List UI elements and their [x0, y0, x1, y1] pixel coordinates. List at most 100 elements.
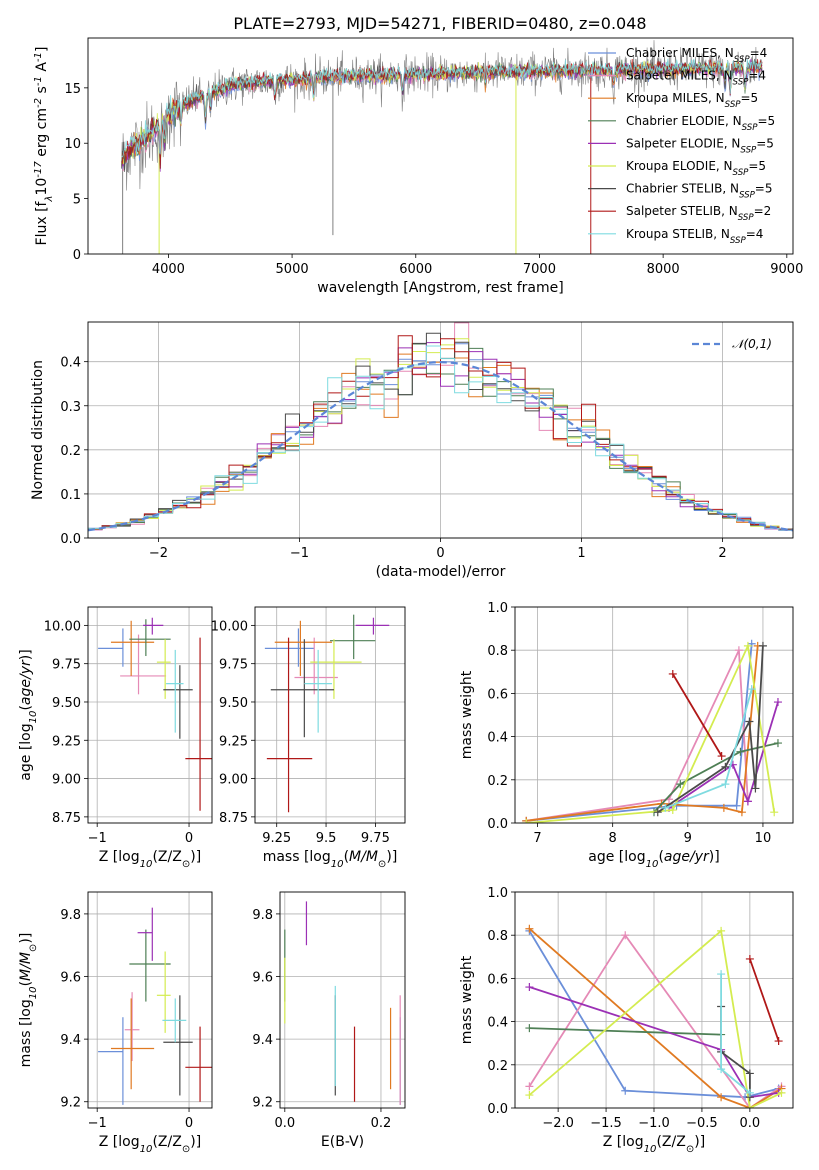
- y-tick-label: 0.3: [60, 400, 81, 415]
- axes-frame: [254, 606, 406, 824]
- errorbar-salpeter-stelib: [185, 637, 212, 811]
- weight-marker-kroupa-stelib: [747, 685, 756, 694]
- weight-line-kroupa-miles: [528, 928, 782, 1108]
- weight-line-salpeter-elodie: [529, 986, 779, 1099]
- x-tick-label: 10: [755, 831, 772, 846]
- weight-marker-kroupa-elodie: [777, 1088, 786, 1097]
- grid-lines: [88, 892, 212, 1108]
- y-axis-label: mass [log10(M/M⊙)]: [18, 933, 39, 1068]
- x-tick-label: 8: [609, 831, 617, 846]
- weight-marker-chabrier-stelib: [721, 762, 730, 771]
- weight-line-chabrier-elodie: [529, 1027, 722, 1036]
- x-tick-label: 2: [718, 546, 726, 561]
- y-tick-label: 9.00: [52, 773, 81, 788]
- y-tick-label: 9.6: [252, 971, 273, 986]
- y-tick-label: 0.0: [487, 817, 508, 832]
- y-tick-label: 0.0: [60, 532, 81, 547]
- x-axis-label: (data-model)/error: [376, 564, 506, 580]
- errorbar-salpeter-miles: [294, 637, 338, 695]
- errorbar-kroupa-miles: [110, 620, 155, 676]
- ticks: [84, 361, 723, 542]
- errorbar-salpeter-stelib: [266, 637, 313, 813]
- axes-frame: [87, 37, 794, 255]
- y-tick-label: 9.4: [60, 1033, 81, 1048]
- errorbar-kroupa-elodie: [156, 639, 171, 699]
- y-axis-label: mass weight: [459, 955, 475, 1044]
- weight-marker-chabrier-stelib: [758, 641, 767, 650]
- errorbar-salpeter-miles: [124, 992, 140, 1062]
- x-tick-label: 5000: [276, 262, 309, 277]
- y-tick-label: 15: [64, 82, 81, 97]
- weight-marker-chabrier-stelib: [745, 717, 754, 726]
- axes-age_vs_Z: −1 0 8.75 9.00 9.25 9.50 9.75 10.00 Z [log10(Z/Z…: [18, 606, 213, 870]
- weight-line-salpeter-stelib: [749, 958, 780, 1042]
- weight-marker-kroupa-stelib: [717, 970, 726, 979]
- histogram-kroupa-stelib: [88, 345, 793, 538]
- weight-marker-chabrier-stelib: [745, 1069, 754, 1078]
- x-tick-label: −2: [149, 546, 168, 561]
- y-tick-label: 9.75: [219, 658, 248, 673]
- axes-frame: [514, 891, 794, 1109]
- errorbar-kroupa-elodie: [310, 639, 362, 699]
- weight-marker-salpeter-elodie: [773, 698, 782, 707]
- weight-marker-kroupa-stelib: [717, 1065, 726, 1074]
- x-axis-label: mass [log10(M/M⊙)]: [263, 849, 398, 870]
- x-tick-label: 7: [533, 831, 541, 846]
- plot-area: [525, 924, 786, 1108]
- axes-frame: [514, 606, 794, 824]
- legend-label-chabrier-elodie: Chabrier ELODIE, NSSP=5: [626, 114, 775, 133]
- y-tick-label: 0.2: [487, 774, 508, 789]
- x-tick-label: 0: [436, 546, 444, 561]
- ticks: [84, 913, 190, 1112]
- x-tick-label: 0.2: [371, 1116, 392, 1131]
- errorbar-kroupa-miles: [274, 620, 332, 676]
- errorbar-kroupa-miles: [110, 998, 155, 1090]
- y-tick-label: 0.1: [60, 488, 81, 503]
- y-axis-label: mass weight: [459, 670, 475, 759]
- x-axis-label: Z [log10(Z/Z⊙)]: [99, 849, 201, 870]
- weight-marker-chabrier-miles: [732, 801, 741, 810]
- weight-marker-chabrier-elodie: [773, 739, 782, 748]
- x-tick-label: −1: [88, 1116, 107, 1131]
- x-axis-label: wavelength [Angstrom, rest frame]: [317, 280, 563, 296]
- weight-marker-kroupa-elodie: [717, 926, 726, 935]
- errorbar-kroupa-stelib: [162, 998, 187, 1043]
- x-tick-label: −0.5: [686, 1116, 718, 1131]
- y-tick-label: 0.2: [60, 444, 81, 459]
- y-tick-label: 9.8: [60, 908, 81, 923]
- weight-marker-salpeter-stelib: [745, 954, 754, 963]
- x-tick-label: 6000: [399, 262, 432, 277]
- weight-marker-kroupa-miles: [525, 924, 534, 933]
- weight-marker-salpeter-elodie: [743, 797, 752, 806]
- weight-marker-chabrier-stelib: [751, 784, 760, 793]
- y-tick-label: 0.6: [487, 687, 508, 702]
- errorbar-salpeter-stelib: [185, 1026, 212, 1102]
- y-tick-label: 9.25: [52, 734, 81, 749]
- weight-line-salpeter-elodie: [668, 701, 779, 809]
- weight-marker-kroupa-stelib: [745, 1088, 754, 1097]
- weight-marker-kroupa-elodie: [668, 806, 677, 815]
- axes-residuals: −2 −1 0 1 2 0.0 0.1 0.2 0.3 0.4 (data-model)/error…: [30, 321, 794, 580]
- weight-marker-chabrier-elodie: [525, 1024, 534, 1033]
- errorbar-kroupa-stelib: [304, 649, 332, 733]
- y-tick-label: 0.8: [487, 929, 508, 944]
- x-tick-label: −2.0: [542, 1116, 574, 1131]
- x-tick-label: 4000: [152, 262, 185, 277]
- y-tick-label: 0: [73, 248, 81, 263]
- weight-marker-salpeter-miles: [621, 931, 630, 940]
- weight-marker-kroupa-elodie: [522, 819, 531, 823]
- plot-area: [121, 40, 763, 254]
- legend-label-chabrier-miles: Chabrier MILES, NSSP=4: [626, 46, 767, 65]
- legend-label-kroupa-elodie: Kroupa ELODIE, NSSP=5: [626, 159, 766, 178]
- x-tick-label: 1: [577, 546, 585, 561]
- x-tick-label: 7000: [523, 262, 556, 277]
- weight-marker-kroupa-stelib: [661, 803, 670, 812]
- x-tick-label: −1.5: [590, 1116, 622, 1131]
- legend-label-salpeter-elodie: Salpeter ELODIE, NSSP=5: [626, 136, 774, 155]
- legend-label-chabrier-stelib: Chabrier STELIB, NSSP=5: [626, 182, 773, 201]
- x-tick-label: 9.5: [316, 831, 337, 846]
- plot-area: [98, 617, 212, 811]
- weight-marker-salpeter-elodie: [525, 983, 534, 992]
- axes-weight_vs_age: 7 8 9 10 0.0 0.2 0.4 0.6 0.8 1.0 age [log10(age/yr…: [459, 601, 794, 870]
